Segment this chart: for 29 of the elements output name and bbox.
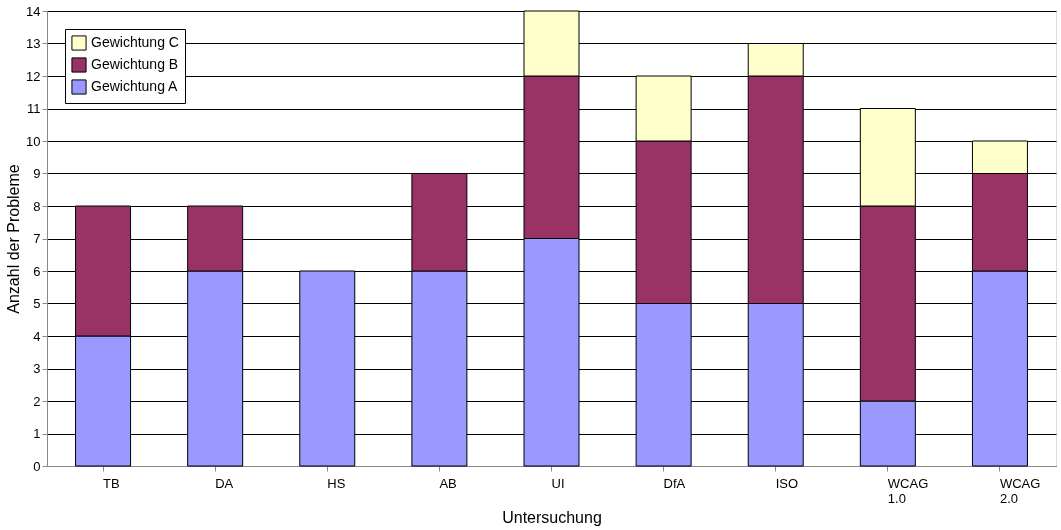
y-tick-label: 7 <box>33 231 41 246</box>
y-tick-label: 0 <box>33 458 41 474</box>
y-tick-label: 14 <box>26 3 41 19</box>
y-tick-label: 12 <box>26 68 41 84</box>
y-tick-label: 11 <box>27 101 41 116</box>
x-tick-label: DfA <box>663 475 686 491</box>
legend-label: Gewichtung C <box>91 34 179 50</box>
legend-label: Gewichtung A <box>91 78 179 94</box>
y-tick-label: 2 <box>33 393 41 409</box>
y-tick-label: 5 <box>33 296 41 311</box>
x-tick-label: TB <box>103 475 120 491</box>
x-tick-label: UI <box>551 475 565 491</box>
y-tick-label: 1 <box>33 426 41 441</box>
y-tick-label: 3 <box>33 361 41 376</box>
x-tick-label: AB <box>439 475 457 491</box>
y-axis-title: Anzahl der Probleme <box>5 164 23 314</box>
x-axis-title: Untersuchung <box>502 508 602 526</box>
x-tick-label: WCAG 2.0 <box>999 475 1041 506</box>
x-tick-label: HS <box>327 475 346 491</box>
legend-label: Gewichtung B <box>91 56 179 72</box>
x-tick-label: DA <box>215 475 234 491</box>
y-tick-label: 9 <box>33 166 41 181</box>
y-tick-label: 13 <box>26 36 41 51</box>
x-tick-label: WCAG 1.0 <box>887 475 929 506</box>
x-tick-label: ISO <box>775 475 799 491</box>
y-tick-label: 4 <box>33 328 41 344</box>
y-tick-label: 8 <box>33 198 41 214</box>
y-tick-label: 10 <box>26 133 41 149</box>
y-tick-label: 6 <box>33 263 41 279</box>
